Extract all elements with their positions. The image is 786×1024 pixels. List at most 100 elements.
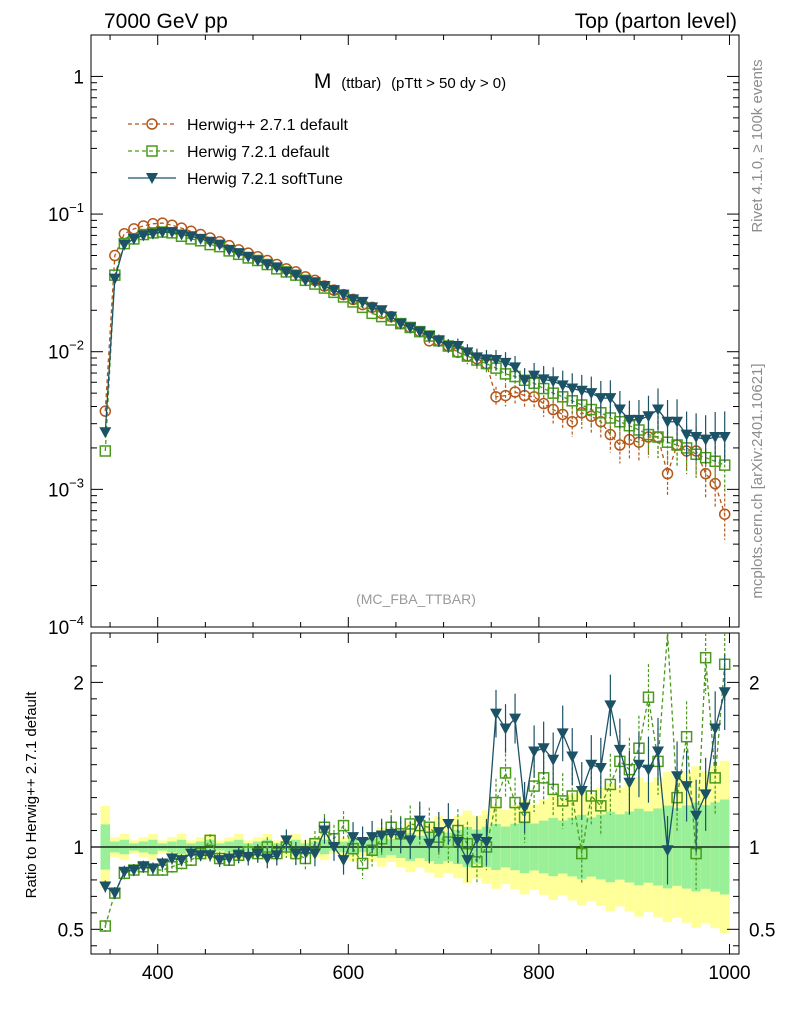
ratio-uncertainty-bands	[91, 760, 739, 934]
ratio-data-point	[385, 828, 398, 840]
ratio-data-point	[537, 743, 550, 755]
main-data-point	[613, 404, 626, 416]
main-data-point	[699, 434, 712, 446]
main-data-point	[537, 397, 550, 410]
main-data-point	[289, 270, 302, 282]
main-data-point	[328, 285, 340, 297]
ratio-data-point	[613, 744, 626, 756]
main-data-point	[432, 335, 445, 347]
ratio-data-point	[499, 767, 512, 779]
main-data-point	[461, 347, 474, 359]
ratio-data-point	[223, 853, 236, 865]
ratio-data-point	[328, 842, 340, 853]
ratio-data-point	[204, 850, 217, 862]
main-data-point	[709, 432, 722, 444]
ratio-data-point	[99, 920, 112, 932]
ratio-y-tick-label: 2	[73, 673, 84, 694]
main-data-point	[575, 385, 588, 397]
main-data-point	[166, 227, 178, 239]
main-data-point	[718, 432, 731, 444]
y-tick-label: 10−2	[48, 338, 84, 364]
ratio-series	[99, 632, 731, 933]
ratio-data-point	[99, 881, 112, 893]
x-tick-label: 400	[142, 963, 174, 984]
main-data-point	[299, 275, 312, 287]
main-data-point	[204, 236, 217, 248]
main-data-point	[308, 277, 321, 289]
ratio-data-point	[137, 861, 150, 873]
ratio-data-point	[709, 772, 721, 784]
x-tick-label: 1000	[708, 963, 750, 984]
ratio-data-point	[118, 866, 131, 878]
main-data-point	[213, 239, 226, 251]
ratio-data-point	[251, 848, 264, 860]
ratio-data-point	[308, 848, 321, 860]
main-data-point	[99, 445, 112, 457]
main-data-point	[356, 296, 369, 308]
legend-label: Herwig 7.2.1 default	[187, 144, 330, 161]
ratio-data-point	[108, 888, 121, 900]
main-data-point	[566, 415, 578, 428]
ratio-data-point	[261, 853, 274, 865]
ratio-data-point	[127, 865, 140, 877]
main-data-point	[499, 357, 512, 369]
ratio-data-point	[375, 830, 388, 842]
main-data-point	[385, 311, 398, 323]
ratio-data-point	[528, 780, 540, 792]
legend-marker	[146, 118, 158, 130]
ratio-data-point	[470, 833, 483, 845]
ratio-data-point	[499, 723, 512, 735]
ratio-data-point	[156, 858, 169, 870]
legend-marker	[146, 173, 158, 184]
ratio-data-point	[146, 863, 159, 875]
ratio-data-point	[347, 832, 360, 844]
ratio-data-point	[337, 855, 350, 867]
ratio-data-point	[232, 850, 245, 862]
ratio-data-point	[432, 827, 445, 839]
plot-title: M (ttbar) (pTtt > 50 dy > 0)	[314, 70, 506, 93]
main-data-point	[108, 273, 121, 285]
main-data-point	[337, 289, 350, 301]
ratio-data-point	[213, 855, 226, 867]
legend: Herwig++ 2.7.1 default Herwig 7.2.1 defau…	[128, 117, 349, 188]
header-left: 7000 GeV pp	[104, 10, 228, 33]
analysis-id: (MC_FBA_TTBAR)	[356, 591, 476, 607]
main-data-point	[194, 233, 207, 245]
ratio-data-point	[661, 845, 674, 857]
ratio-data-point	[175, 855, 188, 867]
ratio-y-tick-label: 2	[749, 673, 760, 694]
main-data-point	[270, 262, 283, 274]
ratio-ylabel: Ratio to Herwig++ 2.7.1 default	[23, 691, 40, 899]
main-data-point	[632, 414, 645, 426]
header-right: Top (parton level)	[575, 10, 737, 33]
main-data-point	[623, 414, 636, 426]
main-data-point	[242, 251, 255, 263]
ratio-data-point	[547, 754, 560, 766]
ratio-data-point	[671, 771, 684, 783]
main-data-point	[499, 389, 512, 402]
ratio-data-point	[566, 790, 578, 802]
ratio-data-point	[451, 837, 464, 849]
ratio-data-point	[718, 687, 731, 699]
ratio-data-point	[461, 855, 474, 867]
ratio-data-point	[642, 764, 655, 776]
main-data-point	[718, 508, 731, 520]
ratio-data-point	[318, 825, 331, 837]
main-data-point	[99, 405, 112, 417]
main-data-point	[652, 404, 664, 416]
main-data-point	[547, 376, 560, 388]
main-data-point	[261, 259, 274, 271]
ratio-data-point	[528, 746, 541, 758]
main-data-point	[347, 294, 360, 306]
ratio-data-point	[594, 762, 607, 774]
ratio-data-point	[356, 857, 369, 870]
ratio-data-point	[289, 848, 302, 860]
main-data-point	[146, 228, 159, 240]
main-data-point	[137, 230, 150, 242]
ratio-data-point	[337, 819, 350, 832]
axes: 400 600 800 1000 1 10−1 10−2 10−3 10−4 0.5 0.5 1 1 2 2	[48, 34, 775, 984]
main-data-point	[594, 393, 607, 405]
ratio-data-point	[194, 850, 207, 862]
main-data-point	[280, 266, 293, 278]
ratio-data-point	[576, 847, 588, 860]
